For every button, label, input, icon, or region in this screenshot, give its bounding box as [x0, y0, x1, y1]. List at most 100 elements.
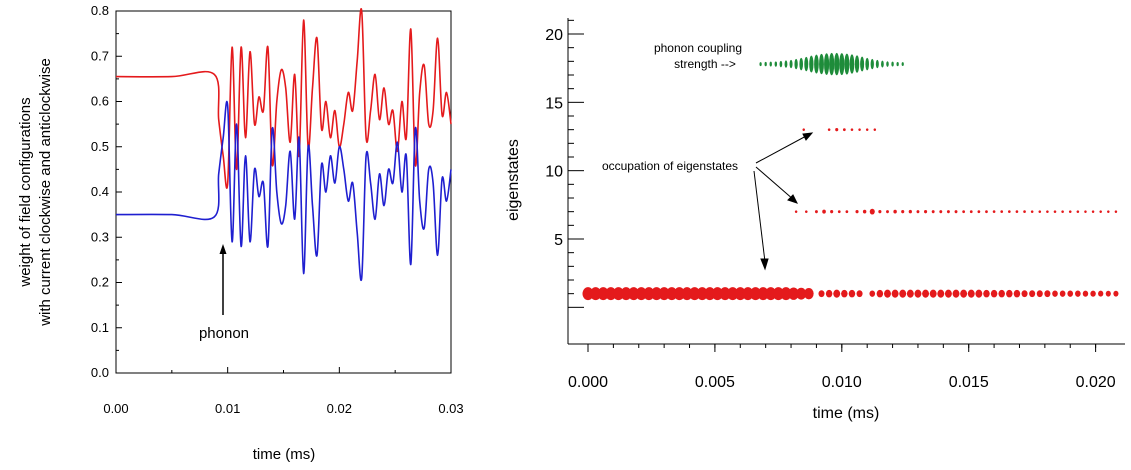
- left-ylabel-line-1: weight of field configurations: [17, 97, 34, 287]
- scatter-point: [689, 287, 701, 301]
- scatter-point: [1091, 210, 1095, 213]
- scatter-point: [841, 289, 848, 298]
- scatter-point: [1036, 290, 1043, 298]
- scatter-point: [796, 287, 807, 300]
- left-y-axis: 0.0 0.1 0.2 0.3 0.4 0.5 0.6 0.7 0.8: [91, 3, 122, 380]
- left-series-group: [115, 7, 452, 282]
- scatter-series-1: [802, 128, 877, 132]
- scatter-point: [1015, 210, 1019, 214]
- scatter-point: [1053, 210, 1057, 213]
- scatter-point: [780, 287, 792, 301]
- scatter-point: [884, 289, 891, 298]
- left-xtick-label: 0.01: [215, 401, 240, 416]
- scatter-point: [931, 210, 935, 214]
- phonon-arrowhead: [219, 244, 227, 254]
- scatter-point: [876, 289, 884, 298]
- series-line-blue: [115, 100, 452, 282]
- scatter-point: [620, 287, 632, 301]
- left-ytick-label: 0.6: [91, 94, 109, 109]
- occupation-arrows: [753, 132, 814, 271]
- scatter-point: [865, 57, 869, 71]
- scatter-point: [1013, 289, 1021, 298]
- scatter-point: [666, 287, 678, 301]
- left-ytick-label: 0.7: [91, 48, 109, 63]
- scatter-point: [769, 61, 772, 67]
- scatter-point: [734, 287, 746, 301]
- scatter-point: [856, 290, 863, 298]
- scatter-point: [1114, 210, 1118, 213]
- scatter-point: [835, 128, 839, 132]
- scatter-point: [804, 56, 809, 72]
- scatter-point: [809, 55, 814, 73]
- scatter-point: [886, 210, 889, 214]
- scatter-point: [954, 210, 958, 214]
- scatter-point: [1113, 290, 1119, 297]
- scatter-point: [1008, 210, 1011, 214]
- left-xtick-label: 0.02: [327, 401, 352, 416]
- scatter-point: [914, 289, 922, 298]
- scatter-point: [750, 287, 762, 301]
- right-chart: 5 10 15 20 0.000 0.005 0.010 0.015 0.020 eigens…: [505, 18, 1125, 422]
- right-xtick-label: 0.015: [949, 374, 989, 391]
- right-xtick-label: 0.020: [1076, 374, 1116, 391]
- scatter-point: [1044, 290, 1051, 298]
- scatter-point: [1059, 290, 1066, 297]
- series-line-red: [115, 7, 452, 189]
- scatter-point: [869, 208, 875, 215]
- scatter-point: [819, 53, 824, 75]
- scatter-point: [802, 128, 805, 131]
- scatter-point: [805, 210, 808, 213]
- scatter-point: [960, 289, 968, 298]
- scatter-point: [1075, 290, 1081, 297]
- scatter-point: [824, 53, 830, 75]
- scatter-point: [891, 61, 894, 67]
- left-ytick-label: 0.3: [91, 229, 109, 244]
- scatter-point: [977, 210, 981, 214]
- scatter-point: [908, 209, 912, 214]
- scatter-point: [1038, 210, 1042, 213]
- scatter-point: [794, 210, 798, 213]
- scatter-point: [983, 289, 990, 298]
- scatter-point: [651, 287, 663, 301]
- scatter-point: [834, 52, 840, 76]
- scatter-point: [825, 289, 833, 298]
- coupling-annotation-line-1: phonon coupling: [654, 41, 742, 55]
- scatter-point: [870, 58, 874, 70]
- scatter-point: [1006, 289, 1013, 298]
- right-xlabel: time (ms): [813, 405, 880, 422]
- scatter-point: [854, 55, 860, 73]
- scatter-point: [681, 287, 693, 301]
- scatter-point: [818, 290, 825, 298]
- scatter-point: [794, 58, 798, 70]
- scatter-point: [962, 210, 965, 214]
- scatter-point: [916, 210, 920, 214]
- scatter-point: [1076, 210, 1080, 213]
- scatter-point: [937, 289, 945, 298]
- scatter-point: [899, 289, 907, 298]
- scatter-point: [696, 287, 708, 301]
- scatter-point: [1061, 210, 1064, 213]
- scatter-point: [842, 128, 846, 132]
- scatter-point: [1030, 210, 1034, 213]
- scatter-point: [906, 289, 914, 298]
- scatter-point: [814, 54, 819, 74]
- scatter-point: [1023, 210, 1026, 214]
- scatter-point: [1082, 290, 1089, 297]
- scatter-point: [814, 210, 818, 214]
- right-y-axis: 5 10 15 20: [545, 19, 584, 308]
- right-series-group: [582, 52, 1119, 301]
- scatter-point: [878, 210, 882, 214]
- right-xtick-label: 0.000: [568, 374, 608, 391]
- scatter-point: [873, 128, 877, 131]
- right-ytick-label: 10: [545, 164, 563, 181]
- scatter-point: [1067, 290, 1074, 297]
- scatter-point: [967, 289, 975, 298]
- scatter-point: [612, 287, 624, 301]
- right-ytick-label: 15: [545, 95, 563, 112]
- scatter-point: [850, 128, 854, 131]
- scatter-point: [896, 61, 899, 67]
- coupling-annotation-line-2: strength -->: [674, 57, 736, 71]
- scatter-point: [605, 287, 617, 301]
- scatter-point: [757, 287, 769, 301]
